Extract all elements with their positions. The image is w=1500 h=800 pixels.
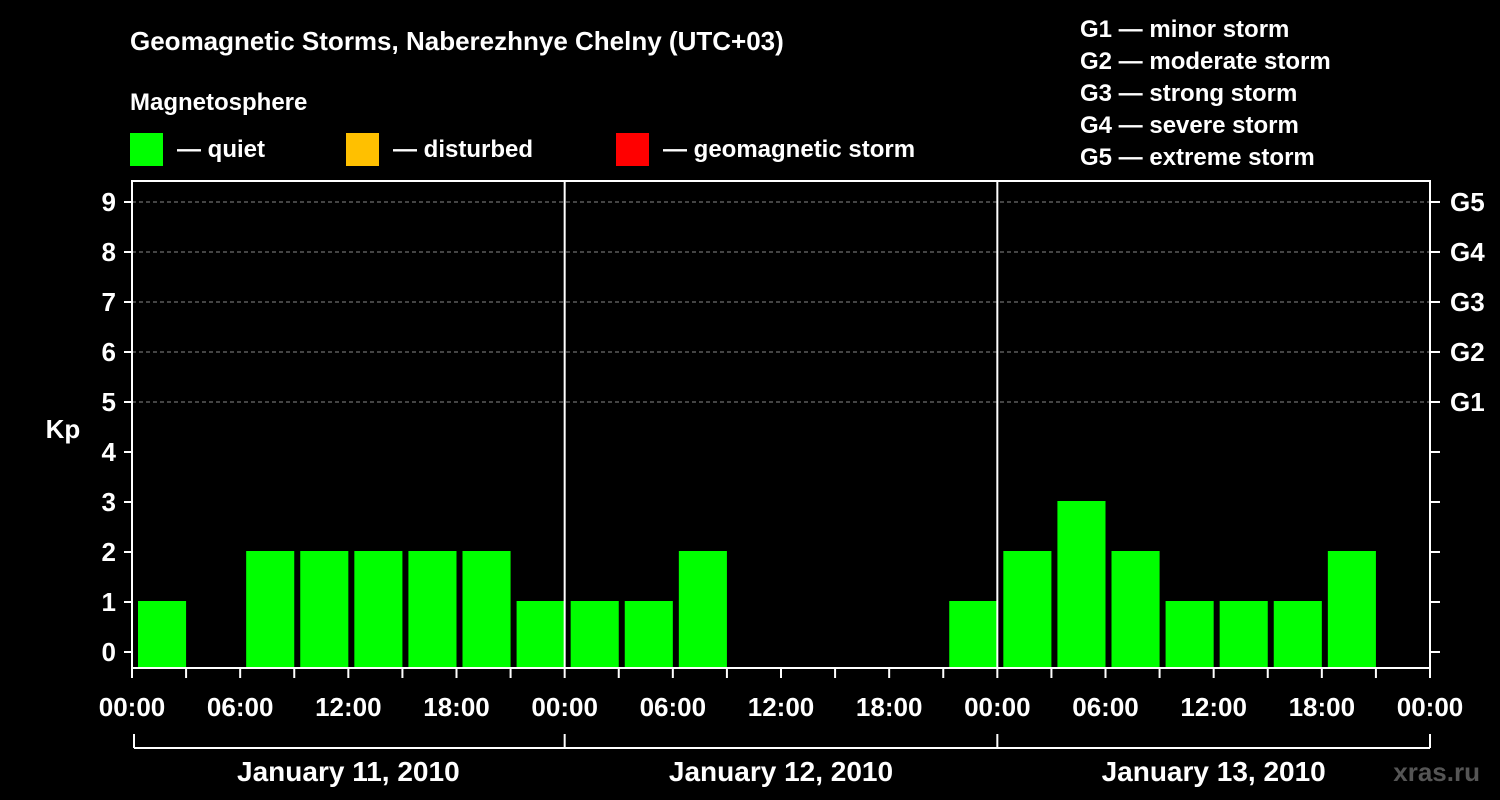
kp-bar [678, 551, 727, 668]
y-tick-label: 5 [102, 387, 116, 417]
kp-bar [1327, 551, 1376, 668]
plot-frame [131, 180, 1431, 669]
x-tick-label: 00:00 [531, 692, 598, 722]
kp-bar [624, 601, 673, 668]
x-tick-label: 18:00 [1289, 692, 1356, 722]
kp-bar [570, 601, 619, 668]
x-tick-label: 06:00 [207, 692, 274, 722]
right-axis: G1 G2 G3 G4 G5 [1430, 187, 1485, 653]
g-scale-label: G4 [1450, 237, 1485, 267]
day-label: January 13, 2010 [1102, 756, 1326, 787]
y-tick-label: 2 [102, 537, 116, 567]
kp-bar [1003, 551, 1052, 668]
y-tick-label: 6 [102, 337, 116, 367]
storm-scale-g4: G4 — severe storm [1080, 112, 1299, 139]
kp-bar [949, 601, 998, 668]
x-tick-label: 00:00 [964, 692, 1031, 722]
legend: — quiet — disturbed — geomagnetic storm [130, 133, 915, 166]
x-tick-label: 06:00 [1072, 692, 1139, 722]
kp-bar [1165, 601, 1214, 668]
grid [132, 201, 1430, 403]
legend-title: Magnetosphere [130, 89, 307, 116]
legend-label-disturbed: — disturbed [393, 136, 533, 163]
y-tick-label: 9 [102, 187, 116, 217]
g-scale-label: G2 [1450, 337, 1485, 367]
chart-title: Geomagnetic Storms, Naberezhnye Chelny (… [130, 26, 784, 56]
legend-label-quiet: — quiet [177, 136, 265, 163]
kp-bar [1111, 551, 1160, 668]
x-tick-label: 18:00 [856, 692, 923, 722]
kp-bar [408, 551, 457, 668]
y-tick-label: 8 [102, 237, 116, 267]
x-tick-label: 18:00 [423, 692, 490, 722]
g-scale-label: G1 [1450, 387, 1485, 417]
g-scale-label: G5 [1450, 187, 1485, 217]
storm-scale-g2: G2 — moderate storm [1080, 48, 1331, 75]
kp-bar [1219, 601, 1268, 668]
y-tick-label: 7 [102, 287, 116, 317]
day-label: January 11, 2010 [237, 756, 460, 787]
kp-bar [246, 551, 295, 668]
kp-bar [300, 551, 349, 668]
storm-scale-g3: G3 — strong storm [1080, 80, 1297, 107]
legend-swatch-disturbed [346, 133, 379, 166]
y-tick-label: 4 [102, 437, 117, 467]
y-tick-label: 1 [102, 587, 116, 617]
kp-bar [1273, 601, 1322, 668]
y-tick-label: 3 [102, 487, 116, 517]
kp-bar [516, 601, 565, 668]
legend-label-storm: — geomagnetic storm [663, 136, 915, 163]
x-tick-label: 06:00 [640, 692, 707, 722]
g-scale-label: G3 [1450, 287, 1485, 317]
x-tick-label: 00:00 [1397, 692, 1464, 722]
kp-bar [138, 601, 187, 668]
x-axis: 00:00 06:00 12:00 18:00 00:00 06:00 12:00 18:00… [99, 668, 1464, 722]
kp-bar [1057, 501, 1106, 668]
x-tick-label: 00:00 [99, 692, 166, 722]
x-tick-label: 12:00 [1180, 692, 1247, 722]
y-tick-label: 0 [102, 637, 116, 667]
bars [138, 501, 1376, 668]
legend-swatch-quiet [130, 133, 163, 166]
y-axis: 0 1 2 3 4 5 6 7 8 9 [102, 187, 132, 667]
x-tick-label: 12:00 [315, 692, 382, 722]
y-axis-label: Kp [46, 414, 81, 444]
legend-swatch-storm [616, 133, 649, 166]
x-tick-label: 12:00 [748, 692, 815, 722]
kp-bar [354, 551, 403, 668]
storm-scale-g1: G1 — minor storm [1080, 16, 1289, 43]
storm-scale-g5: G5 — extreme storm [1080, 144, 1315, 171]
watermark: xras.ru [1393, 757, 1480, 787]
day-label: January 12, 2010 [669, 756, 893, 787]
storm-scale-legend: G1 — minor storm G2 — moderate storm G3 … [1080, 16, 1331, 171]
kp-bar [462, 551, 511, 668]
day-labels: January 11, 2010 January 12, 2010 January … [133, 734, 1431, 787]
